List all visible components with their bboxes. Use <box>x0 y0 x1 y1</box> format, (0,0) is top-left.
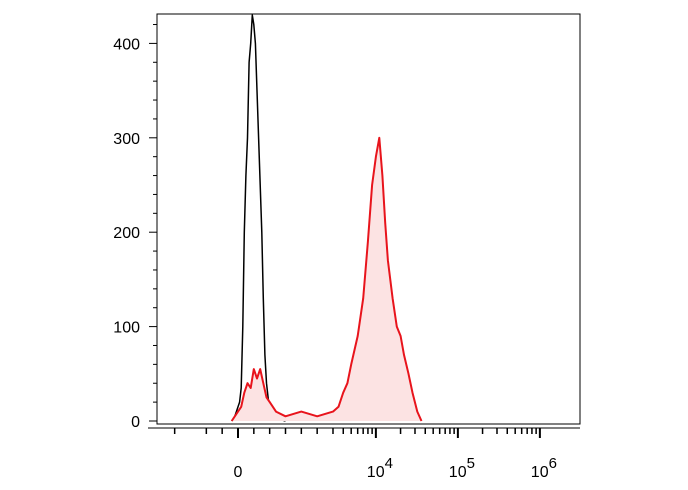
y-tick-label: 100 <box>113 320 140 337</box>
x-tick-label: 105 <box>449 455 475 481</box>
x-tick-label: 104 <box>367 455 393 481</box>
x-tick-label: 106 <box>531 455 557 481</box>
x-tick-base: 0 <box>234 464 243 481</box>
x-tick-base: 10 <box>367 464 385 481</box>
x-tick-label: 0 <box>234 464 243 481</box>
plot-frame <box>156 13 581 425</box>
series-layer <box>230 14 423 422</box>
x-tick-exponent: 5 <box>467 455 475 472</box>
y-tick-label: 300 <box>113 131 140 148</box>
series-1-line <box>230 136 423 422</box>
x-tick-base: 10 <box>531 464 549 481</box>
y-tick-label: 400 <box>113 36 140 53</box>
x-tick-base: 10 <box>449 464 467 481</box>
series-1-area <box>231 137 422 422</box>
x-tick-exponent: 6 <box>549 455 557 472</box>
y-tick-label: 200 <box>113 225 140 242</box>
series-0-line <box>231 14 286 422</box>
y-axis: 0 100 200 300 400 <box>113 24 157 431</box>
x-tick-exponent: 4 <box>385 455 393 472</box>
y-tick-label: 0 <box>131 414 140 431</box>
